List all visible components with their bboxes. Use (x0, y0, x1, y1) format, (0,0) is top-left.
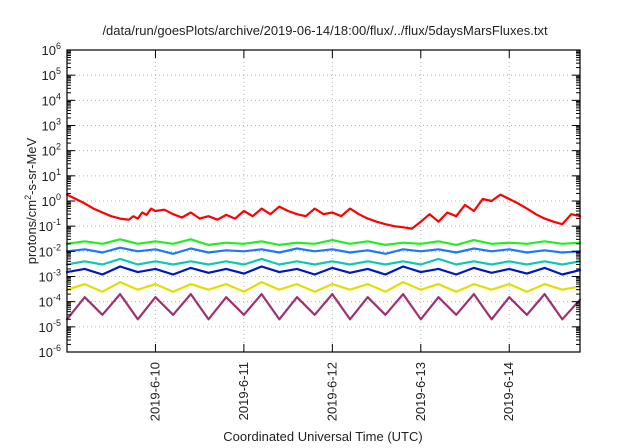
y-tick-labels: 10-6 10-5 10-4 10-3 10-2 10-1 100 101 102 103 104 1… (39, 41, 61, 360)
series-line (65, 281, 582, 293)
y-tick-label: 105 (42, 66, 61, 83)
x-tick-label: 2019-6-10 (147, 362, 162, 421)
y-axis-label-suffix: -s-sr-MeV (24, 137, 39, 194)
x-tick-labels: 2019-6-10 2019-6-11 2019-6-12 2019-6-13 2019… (147, 362, 516, 421)
y-tick-label: 101 (42, 167, 61, 184)
chart-title: /data/run/goesPlots/archive/2019-06-14/1… (102, 23, 548, 38)
y-tick-label: 102 (42, 142, 61, 159)
y-axis-label: protons/cm2-s-sr-MeV (23, 137, 39, 264)
series-line (65, 246, 582, 255)
y-tick-label: 106 (42, 41, 61, 58)
y-axis-label-superscript: 2 (23, 195, 33, 200)
x-tick-label: 2019-6-13 (413, 362, 428, 421)
y-tick-label: 10-1 (39, 217, 61, 234)
x-tick-label: 2019-6-11 (236, 362, 251, 420)
y-tick-label: 10-6 (39, 343, 61, 360)
x-tick-label: 2019-6-14 (501, 362, 516, 421)
y-tick-label: 100 (42, 192, 61, 209)
x-axis-label: Coordinated Universal Time (UTC) (223, 429, 422, 444)
series-line (65, 193, 582, 230)
series-line (65, 257, 582, 266)
series-line (65, 293, 582, 321)
data-series (65, 193, 582, 321)
y-tick-label: 10-4 (39, 293, 61, 310)
y-tick-label: 10-2 (39, 242, 61, 259)
y-tick-label: 10-5 (39, 318, 61, 335)
y-tick-label: 104 (42, 91, 61, 108)
plot-frame (66, 49, 581, 353)
y-axis-label-main: protons/cm (24, 200, 39, 264)
y-tick-label: 10-3 (39, 268, 61, 285)
series-line (65, 265, 582, 276)
series-line (65, 238, 582, 246)
y-tick-label: 103 (42, 117, 61, 134)
x-tick-label: 2019-6-12 (324, 362, 339, 421)
